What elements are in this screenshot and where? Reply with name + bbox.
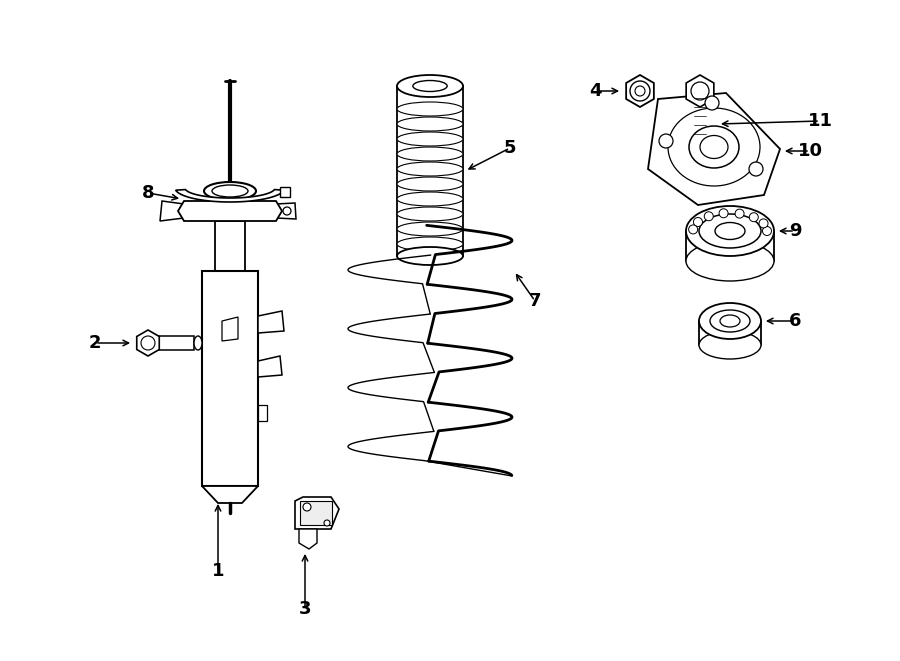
Circle shape — [694, 217, 703, 227]
Text: 5: 5 — [504, 139, 517, 157]
Ellipse shape — [699, 303, 761, 339]
Circle shape — [303, 503, 311, 511]
Text: 2: 2 — [89, 334, 101, 352]
Ellipse shape — [212, 185, 248, 197]
Text: 4: 4 — [589, 82, 601, 100]
Polygon shape — [295, 497, 339, 529]
Polygon shape — [222, 317, 238, 341]
Polygon shape — [626, 75, 654, 107]
Polygon shape — [202, 486, 258, 503]
Text: 1: 1 — [212, 562, 224, 580]
Polygon shape — [176, 190, 284, 202]
Polygon shape — [299, 529, 317, 549]
Ellipse shape — [397, 177, 463, 191]
Circle shape — [719, 209, 728, 217]
Circle shape — [750, 213, 759, 221]
Polygon shape — [686, 75, 714, 107]
Polygon shape — [276, 203, 296, 219]
Circle shape — [324, 520, 330, 526]
Ellipse shape — [710, 310, 750, 332]
Ellipse shape — [397, 222, 463, 236]
Ellipse shape — [204, 182, 256, 200]
Text: 9: 9 — [788, 222, 801, 240]
Text: 6: 6 — [788, 312, 801, 330]
Bar — [300, 501, 332, 525]
Ellipse shape — [720, 315, 740, 327]
Bar — [398, 87, 462, 255]
Bar — [694, 91, 706, 137]
Ellipse shape — [397, 192, 463, 206]
Polygon shape — [258, 356, 282, 377]
Circle shape — [759, 219, 768, 228]
Polygon shape — [137, 330, 159, 356]
Ellipse shape — [699, 214, 761, 248]
Text: 8: 8 — [141, 184, 154, 202]
Circle shape — [705, 96, 719, 110]
Ellipse shape — [700, 136, 728, 159]
Polygon shape — [280, 187, 290, 197]
Ellipse shape — [413, 81, 447, 91]
Circle shape — [762, 227, 771, 235]
Circle shape — [283, 207, 291, 215]
Ellipse shape — [397, 102, 463, 116]
Circle shape — [141, 336, 155, 350]
Ellipse shape — [397, 247, 463, 265]
Circle shape — [659, 134, 673, 148]
Polygon shape — [258, 311, 284, 333]
Circle shape — [630, 81, 650, 101]
Circle shape — [735, 209, 744, 218]
Ellipse shape — [689, 126, 739, 168]
Text: 7: 7 — [529, 292, 541, 310]
Ellipse shape — [668, 108, 760, 186]
Ellipse shape — [397, 147, 463, 161]
Polygon shape — [178, 201, 282, 221]
Ellipse shape — [686, 206, 774, 256]
Ellipse shape — [699, 331, 761, 359]
Bar — [258, 405, 267, 421]
Ellipse shape — [397, 117, 463, 131]
Ellipse shape — [194, 336, 202, 350]
Bar — [215, 221, 245, 271]
Ellipse shape — [397, 132, 463, 146]
Circle shape — [691, 82, 709, 100]
Ellipse shape — [397, 75, 463, 97]
Text: 3: 3 — [299, 600, 311, 618]
Polygon shape — [160, 201, 184, 221]
Bar — [148, 336, 194, 350]
Circle shape — [705, 212, 714, 221]
Ellipse shape — [686, 241, 774, 281]
Circle shape — [749, 162, 763, 176]
Circle shape — [688, 225, 698, 234]
Ellipse shape — [397, 162, 463, 176]
Polygon shape — [648, 93, 780, 205]
Polygon shape — [694, 137, 706, 145]
Text: 11: 11 — [807, 112, 833, 130]
Ellipse shape — [397, 237, 463, 251]
Circle shape — [635, 86, 645, 96]
Ellipse shape — [397, 207, 463, 221]
Bar — [202, 271, 258, 486]
Text: 10: 10 — [797, 142, 823, 160]
Ellipse shape — [715, 223, 745, 239]
